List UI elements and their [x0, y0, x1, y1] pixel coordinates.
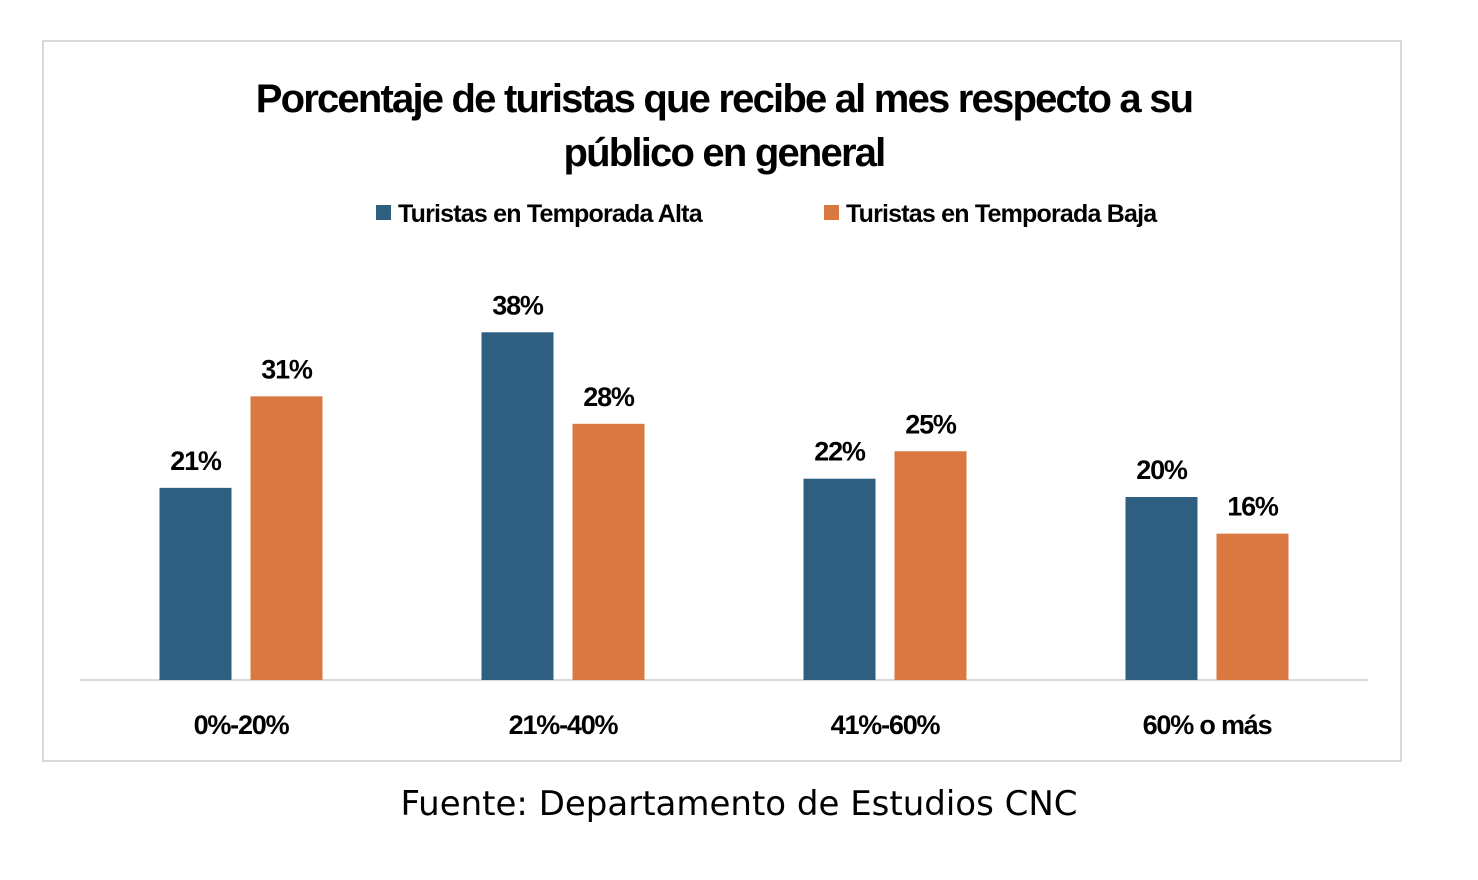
chart-frame: Porcentaje de turistas que recibe al mes… — [42, 40, 1402, 762]
source-note: Fuente: Departamento de Estudios CNC — [400, 784, 1078, 824]
data-label-alta-3: 20% — [1136, 455, 1188, 485]
data-label-baja-0: 31% — [261, 354, 313, 384]
category-label-0: 0%-20% — [194, 710, 290, 740]
category-label-3: 60% o más — [1143, 710, 1272, 740]
plot-area: 21% 31% 0%-20% 38% 28% 21%-40% 22% 25% 41%-60% 20… — [80, 290, 1368, 740]
legend: Turistas en Temporada Alta Turistas en T… — [376, 200, 1159, 228]
category-label-1: 21%-40% — [509, 710, 619, 740]
bar-baja-0 — [250, 396, 323, 680]
legend-swatch-alta — [376, 205, 391, 220]
bar-baja-3 — [1216, 533, 1289, 680]
legend-label-alta: Turistas en Temporada Alta — [398, 200, 704, 228]
data-label-baja-2: 25% — [905, 409, 957, 439]
data-label-alta-2: 22% — [814, 437, 866, 467]
legend-label-baja: Turistas en Temporada Baja — [846, 200, 1158, 228]
data-label-baja-1: 28% — [583, 382, 635, 412]
bar-chart: Porcentaje de turistas que recibe al mes… — [80, 77, 1368, 740]
bar-alta-3 — [1125, 497, 1198, 680]
data-label-baja-3: 16% — [1227, 492, 1279, 522]
bar-alta-1 — [481, 332, 554, 680]
bar-alta-0 — [159, 487, 232, 680]
data-label-alta-1: 38% — [492, 290, 544, 320]
category-label-2: 41%-60% — [831, 710, 941, 740]
data-label-alta-0: 21% — [170, 446, 222, 476]
legend-swatch-baja — [824, 205, 839, 220]
bar-alta-2 — [803, 478, 876, 680]
chart-title-line-2: público en general — [564, 131, 885, 175]
bar-baja-2 — [894, 451, 967, 680]
bar-baja-1 — [572, 423, 645, 680]
chart-title-line-1: Porcentaje de turistas que recibe al mes… — [256, 77, 1193, 121]
